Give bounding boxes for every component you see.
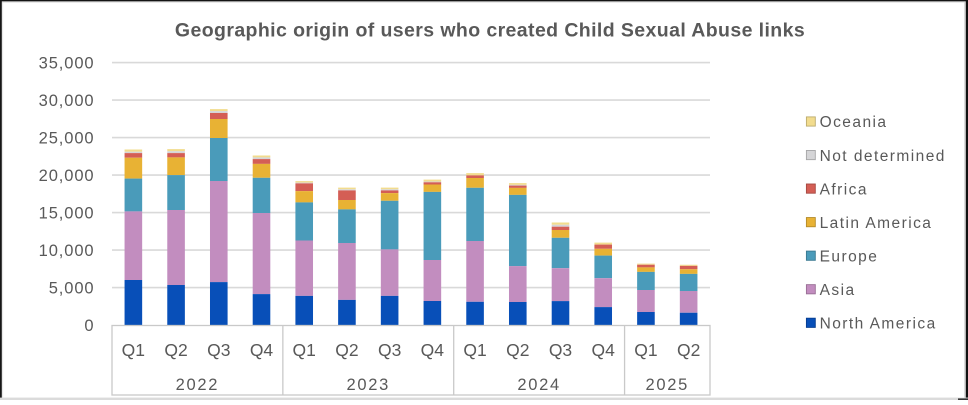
svg-text:20,000: 20,000 bbox=[39, 167, 95, 185]
svg-text:Q2: Q2 bbox=[506, 340, 529, 360]
svg-text:0: 0 bbox=[84, 317, 94, 335]
svg-text:Q1: Q1 bbox=[634, 340, 657, 360]
svg-text:Q2: Q2 bbox=[164, 340, 187, 360]
svg-text:Q3: Q3 bbox=[207, 340, 230, 360]
svg-text:Q4: Q4 bbox=[592, 340, 616, 360]
svg-text:Q1: Q1 bbox=[463, 340, 486, 360]
svg-text:10,000: 10,000 bbox=[39, 242, 95, 260]
svg-text:Europe: Europe bbox=[820, 248, 879, 265]
svg-text:Oceania: Oceania bbox=[820, 114, 888, 131]
svg-text:Q2: Q2 bbox=[335, 340, 358, 360]
svg-text:Q3: Q3 bbox=[378, 340, 401, 360]
svg-text:Asia: Asia bbox=[820, 282, 856, 299]
svg-text:Q1: Q1 bbox=[122, 340, 145, 360]
svg-text:15,000: 15,000 bbox=[39, 204, 95, 222]
svg-text:2025: 2025 bbox=[646, 376, 690, 394]
svg-text:35,000: 35,000 bbox=[39, 54, 95, 72]
svg-text:Africa: Africa bbox=[820, 181, 868, 198]
svg-text:5,000: 5,000 bbox=[49, 279, 95, 297]
svg-text:Q2: Q2 bbox=[677, 340, 700, 360]
svg-text:30,000: 30,000 bbox=[39, 92, 95, 110]
svg-text:2024: 2024 bbox=[517, 376, 561, 394]
svg-text:2023: 2023 bbox=[347, 376, 391, 394]
svg-text:Q3: Q3 bbox=[549, 340, 572, 360]
svg-text:Not determined: Not determined bbox=[820, 148, 946, 165]
svg-text:Geographic origin of users who: Geographic origin of users who created C… bbox=[175, 20, 805, 42]
svg-text:Q1: Q1 bbox=[293, 340, 316, 360]
svg-text:25,000: 25,000 bbox=[39, 129, 95, 147]
svg-text:Q4: Q4 bbox=[421, 340, 445, 360]
svg-text:Latin America: Latin America bbox=[820, 215, 933, 232]
svg-text:North America: North America bbox=[820, 316, 937, 333]
svg-text:Q4: Q4 bbox=[250, 340, 274, 360]
svg-text:2022: 2022 bbox=[176, 376, 220, 394]
